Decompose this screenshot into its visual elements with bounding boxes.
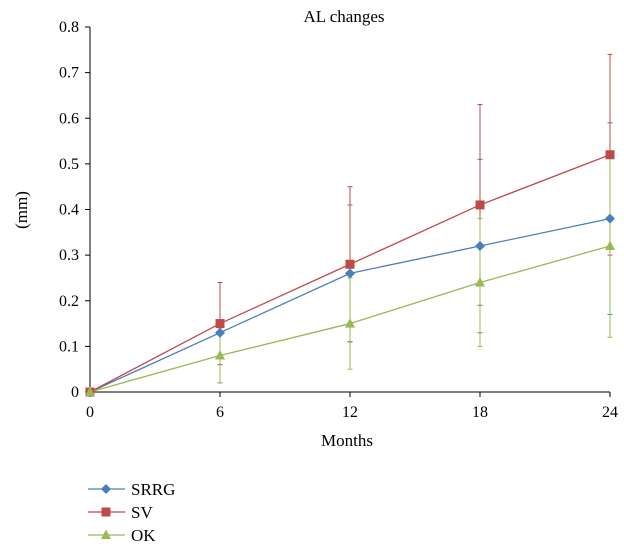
y-tick-label: 0.8 [59, 19, 79, 36]
x-tick-label: 24 [602, 404, 618, 421]
x-tick-label: 0 [86, 404, 94, 421]
legend-sv-label: SV [131, 503, 153, 522]
series-markers [85, 150, 615, 397]
srrg-marker [215, 327, 225, 338]
sv-marker [475, 200, 485, 210]
sv-marker [215, 319, 225, 329]
x-tick-label: 12 [342, 404, 358, 421]
y-tick-label: 0.4 [59, 202, 79, 219]
axes: 0 0.1 0.2 0.3 0.4 0.5 0.6 0.7 0.8 0 6 12 18 24 [59, 19, 618, 421]
y-tick-label: 0.1 [59, 338, 79, 355]
x-tick-label: 18 [472, 404, 488, 421]
y-axis-title: (mm) [12, 191, 31, 229]
legend: SRRG SV OK [88, 480, 175, 545]
ok-marker [605, 240, 615, 250]
ok-marker [475, 277, 485, 287]
y-tick-label: 0.3 [59, 247, 79, 264]
legend-ok-label: OK [131, 526, 156, 545]
srrg-marker [605, 213, 615, 224]
ok-marker [85, 386, 95, 396]
legend-ok-marker [101, 529, 111, 539]
y-tick-label: 0.2 [59, 293, 79, 310]
sv-marker [345, 259, 355, 269]
srrg-marker [345, 268, 355, 279]
x-axis-title: Months [321, 431, 373, 450]
sv-marker [605, 150, 615, 160]
error-bars [217, 53, 613, 384]
legend-srrg-marker [101, 484, 111, 494]
ok-marker [215, 350, 225, 360]
y-tick-label: 0.5 [59, 156, 79, 173]
legend-sv-marker [101, 507, 111, 517]
y-tick-label: 0 [71, 384, 79, 401]
ok-marker [345, 318, 355, 328]
legend-srrg-label: SRRG [131, 480, 175, 499]
x-tick-label: 6 [216, 404, 224, 421]
y-tick-label: 0.6 [59, 110, 79, 127]
chart-title: AL changes [303, 7, 384, 26]
srrg-marker [475, 241, 485, 251]
y-tick-label: 0.7 [59, 65, 79, 82]
